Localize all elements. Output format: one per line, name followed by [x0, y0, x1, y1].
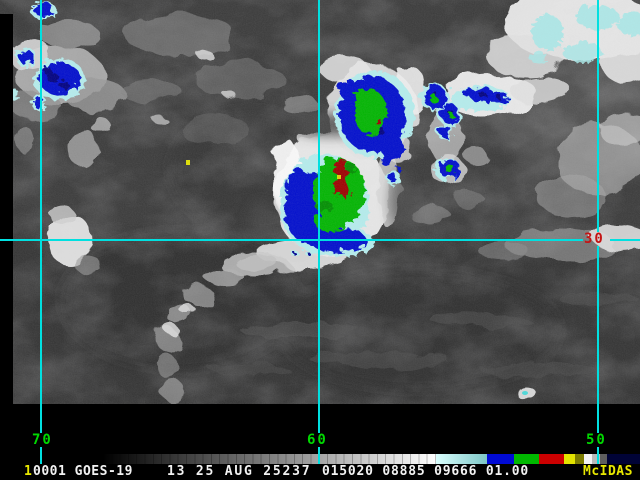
- gridline-lon-50-upper: [597, 0, 599, 232]
- gridline-lon-60-lower: [318, 447, 320, 464]
- gridline-lon-70-lower: [40, 447, 42, 464]
- satellite-image[interactable]: [0, 0, 640, 404]
- gridline-lon-50-mid: [597, 246, 599, 433]
- gridline-lon-60: [318, 0, 320, 433]
- values-label: 015020 08885 09666 01.00: [322, 464, 530, 479]
- enhancement-colorbar: [103, 454, 640, 464]
- gridline-lat-30-left: [0, 239, 583, 241]
- dataset-label: 0001 GOES-19: [33, 464, 133, 479]
- gridline-lat-30-right: [610, 239, 640, 241]
- enhancement-colorbar-steps: [103, 454, 436, 464]
- gridline-lon-50-lower: [597, 447, 599, 464]
- scan-edge-strip: [0, 14, 13, 404]
- lat-label-30: 30: [584, 231, 605, 247]
- gridline-lon-70: [40, 0, 42, 433]
- lon-label-50: 50: [586, 432, 607, 448]
- frame-number: 1: [24, 464, 33, 479]
- satellite-scene: [0, 0, 640, 404]
- datetime-label: 13 25 AUG 25237: [167, 464, 312, 479]
- mcidas-brand-label: McIDAS: [583, 464, 633, 479]
- lon-label-60: 60: [307, 432, 328, 448]
- lon-label-70: 70: [32, 432, 53, 448]
